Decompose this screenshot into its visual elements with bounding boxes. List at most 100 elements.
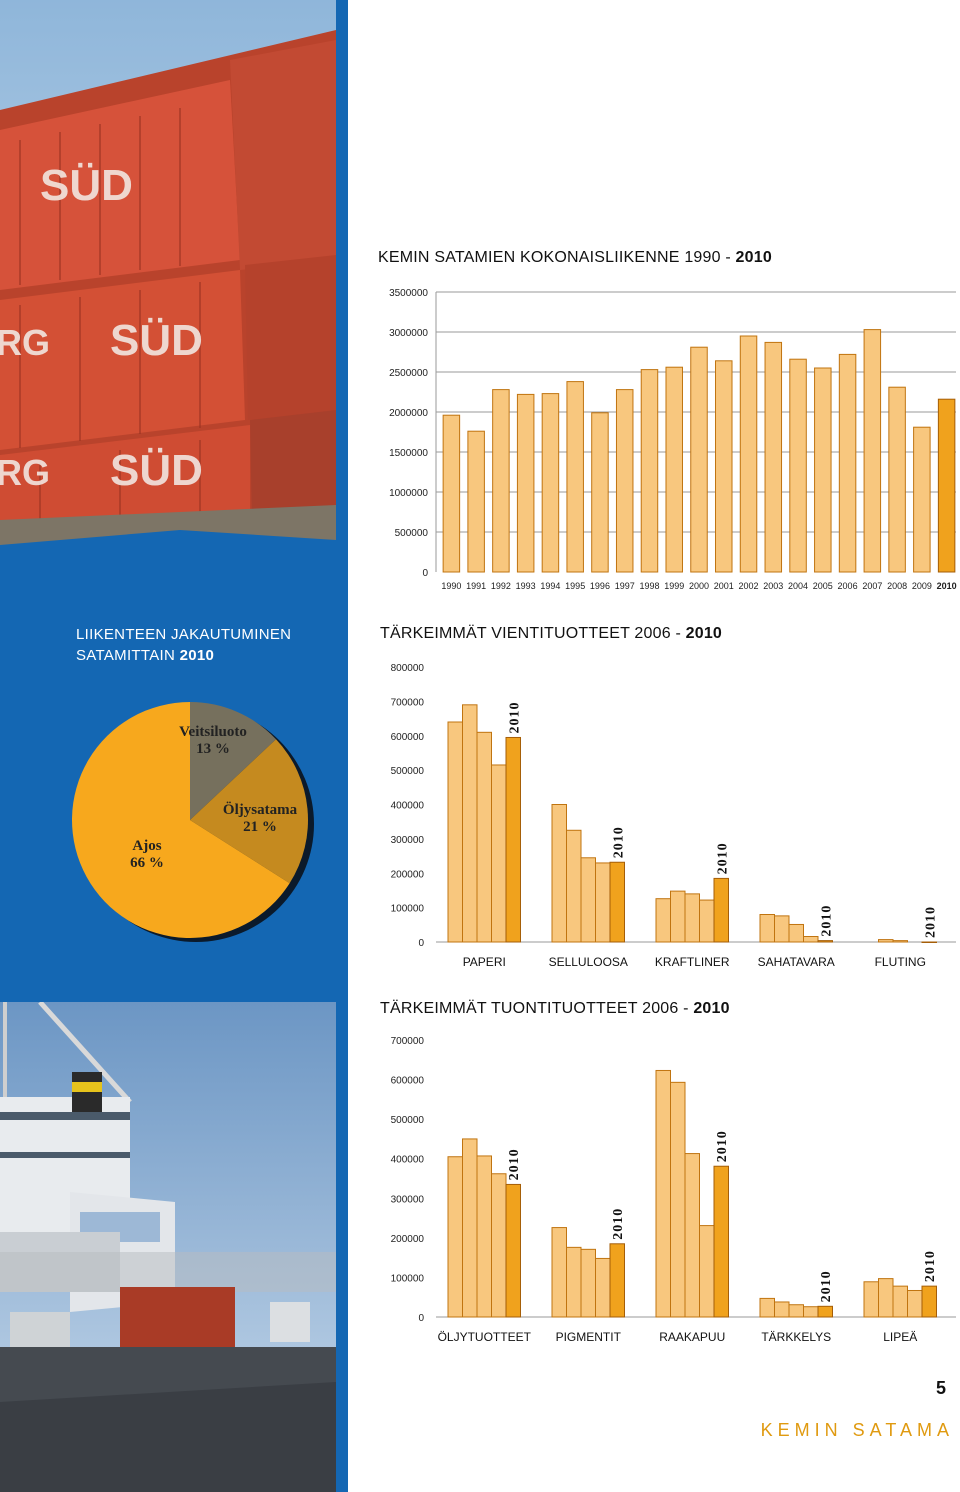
- bar-sahatavara-2010: [817, 940, 833, 943]
- bar-paperi-2006: [447, 721, 463, 943]
- bar-2002: [739, 335, 758, 573]
- bar-tärkkelys-2009: [803, 1306, 819, 1318]
- category-label: TÄRKKELYS: [761, 1330, 831, 1344]
- bar-tärkkelys-2010: [817, 1305, 833, 1318]
- bar-pigmentit-2009: [595, 1257, 611, 1318]
- export-products-chart: 0 100000 200000 300000 400000 500000 600000 700…: [391, 663, 956, 969]
- svg-text:RG: RG: [0, 322, 50, 363]
- import-products-chart: 0 100000 200000 300000 400000 500000 600000 700…: [391, 1036, 956, 1344]
- bar-sahatavara-2007: [774, 915, 790, 943]
- y-tick-label: 200000: [391, 869, 425, 880]
- svg-text:SÜD: SÜD: [40, 161, 133, 210]
- x-tick-label: 2004: [788, 581, 808, 591]
- bar-1994: [541, 393, 560, 573]
- bar-tärkkelys-2007: [774, 1301, 790, 1318]
- label-2010: 2010: [819, 1270, 834, 1302]
- bar-fluting-2007: [878, 939, 894, 943]
- x-tick-label: 2010: [937, 581, 957, 591]
- y-tick-label: 700000: [391, 1036, 425, 1047]
- bar-lipeä-2006: [863, 1281, 879, 1318]
- bar-1996: [591, 412, 609, 573]
- x-tick-label: 2003: [763, 581, 783, 591]
- y-tick-label: 100000: [391, 904, 425, 915]
- chart1-title: KEMIN SATAMIEN KOKONAISLIIKENNE 1990 - 2…: [378, 249, 772, 266]
- x-tick-label: 2002: [739, 581, 759, 591]
- bar-öljytuotteet-2010: [505, 1183, 521, 1318]
- svg-text:RG: RG: [0, 452, 50, 493]
- x-tick-label: 1990: [441, 581, 461, 591]
- bar-selluloosa-2008: [580, 857, 596, 943]
- y-tick-label: 2000000: [389, 408, 428, 419]
- bar-2000: [690, 346, 708, 573]
- bar-kraftliner-2008: [684, 893, 700, 943]
- blue-divider-stripe: [336, 0, 348, 1492]
- bar-1997: [615, 389, 634, 573]
- harbour-photo: [0, 1002, 336, 1492]
- x-tick-label: 2000: [689, 581, 709, 591]
- bar-paperi-2008: [476, 731, 492, 943]
- y-tick-label: 300000: [391, 835, 425, 846]
- y-tick-label: 500000: [391, 766, 425, 777]
- bar-tärkkelys-2006: [759, 1297, 775, 1318]
- bar-2005: [814, 367, 832, 573]
- label-2010: 2010: [507, 1148, 522, 1180]
- bar-1999: [665, 366, 683, 573]
- x-tick-label: 2008: [887, 581, 907, 591]
- bar-2001: [715, 360, 733, 573]
- bar-lipeä-2008: [892, 1285, 908, 1318]
- bar-öljytuotteet-2009: [491, 1173, 507, 1318]
- bar-2009: [913, 426, 931, 573]
- x-tick-label: 2009: [912, 581, 932, 591]
- y-tick-label: 300000: [391, 1194, 425, 1205]
- bar-raakapuu-2010: [713, 1165, 729, 1318]
- label-2010: 2010: [715, 842, 730, 874]
- category-label: SAHATAVARA: [758, 955, 835, 969]
- category-label: PAPERI: [463, 955, 506, 969]
- bar-selluloosa-2009: [595, 862, 611, 943]
- bar-lipeä-2007: [878, 1278, 894, 1318]
- bar-1990: [442, 414, 461, 573]
- y-tick-label: 600000: [391, 732, 425, 743]
- label-2010: 2010: [611, 826, 626, 858]
- y-tick-label: 2500000: [389, 368, 428, 379]
- category-label: LIPEÄ: [883, 1330, 917, 1344]
- bar-sahatavara-2008: [788, 923, 804, 943]
- page-number: 5: [935, 1378, 946, 1398]
- pie-title-year: 2010: [179, 647, 215, 664]
- y-tick-label: 400000: [391, 801, 425, 812]
- bar-2010: [937, 398, 956, 573]
- bar-sahatavara-2006: [759, 914, 775, 943]
- bar-sahatavara-2009: [803, 936, 819, 943]
- category-label: RAAKAPUU: [659, 1330, 725, 1344]
- y-tick-label: 0: [418, 1313, 424, 1324]
- y-tick-label: 700000: [391, 697, 425, 708]
- chart3-title: TÄRKEIMMÄT TUONTITUOTTEET 2006 - 2010: [380, 1000, 730, 1017]
- x-tick-label: 1994: [540, 581, 560, 591]
- y-tick-label: 600000: [391, 1076, 425, 1087]
- bar-pigmentit-2006: [551, 1227, 567, 1318]
- pie-slice-veitsiluoto: [190, 702, 277, 820]
- label-2010: 2010: [819, 905, 834, 937]
- bar-paperi-2009: [491, 764, 507, 943]
- bar-2003: [764, 341, 783, 573]
- y-tick-label: 500000: [391, 1115, 425, 1126]
- bar-lipeä-2009: [907, 1289, 923, 1318]
- label-2010: 2010: [715, 1130, 730, 1162]
- pie-label-ajos: Ajos 66 %: [130, 838, 164, 871]
- bar-pigmentit-2007: [566, 1246, 582, 1318]
- bar-selluloosa-2010: [609, 861, 625, 943]
- bar-pigmentit-2010: [609, 1243, 625, 1318]
- y-tick-label: 200000: [391, 1234, 425, 1245]
- svg-text:SÜD: SÜD: [110, 316, 203, 365]
- bar-kraftliner-2010: [713, 877, 729, 943]
- category-label: FLUTING: [875, 955, 926, 969]
- x-tick-label: 1992: [491, 581, 511, 591]
- x-tick-label: 1997: [615, 581, 635, 591]
- svg-text:SÜD: SÜD: [110, 446, 203, 495]
- x-tick-label: 1991: [466, 581, 486, 591]
- bar-fluting-2008: [892, 940, 908, 943]
- bar-selluloosa-2007: [566, 829, 582, 943]
- x-tick-label: 2001: [714, 581, 734, 591]
- bar-2006: [838, 353, 857, 573]
- chart2-title: TÄRKEIMMÄT VIENTITUOTTEET 2006 - 2010: [380, 625, 723, 642]
